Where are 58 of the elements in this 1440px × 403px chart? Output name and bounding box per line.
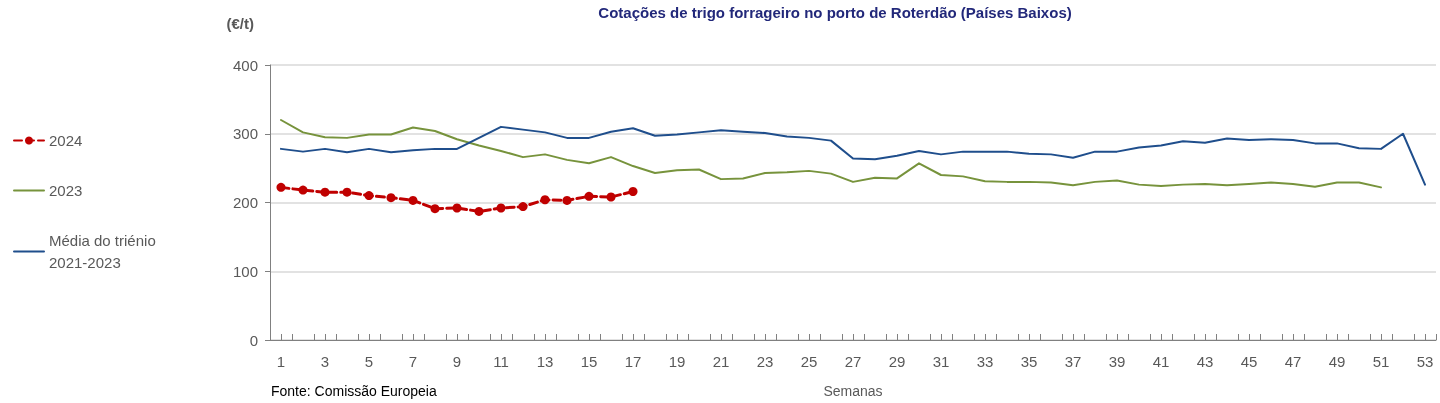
legend-label: Média do triénio 2021-2023 (49, 232, 160, 271)
x-tick-label: 1 (276, 353, 286, 370)
x-tick-label: 29 (888, 353, 906, 370)
x-tick-label: 15 (580, 353, 598, 370)
point (496, 203, 506, 213)
point (298, 185, 308, 195)
x-tick-label: 3 (320, 353, 330, 370)
x-tick-label: 25 (800, 353, 818, 370)
x-tick-label: 39 (1108, 353, 1126, 370)
point (408, 195, 418, 205)
point (386, 193, 396, 203)
x-tick-label: 13 (536, 353, 554, 370)
x-tick-label: 21 (712, 353, 730, 370)
source-note: Fonte: Comissão Europeia (271, 383, 437, 399)
y-tick-label: 300 (232, 125, 258, 143)
x-tick-label: 19 (668, 353, 686, 370)
line-series (280, 125, 1426, 186)
point (606, 192, 616, 202)
point (562, 195, 572, 205)
x-tick-label: 5 (364, 353, 374, 370)
x-tick-label: 31 (932, 353, 950, 370)
y-axis-title: (€/t) (226, 15, 254, 32)
x-tick-label: 47 (1284, 353, 1302, 370)
point (584, 191, 594, 201)
line-series (280, 119, 1382, 189)
x-tick-label: 11 (493, 353, 509, 370)
y-tick-label: 0 (249, 331, 258, 349)
x-tick-label: 17 (624, 353, 642, 370)
x-tick-label: 27 (844, 353, 862, 370)
x-tick-label: 41 (1152, 353, 1170, 370)
legend-label: 2024 (49, 132, 83, 149)
x-tick-label: 35 (1020, 353, 1038, 370)
point (628, 187, 638, 196)
x-tick-label: 53 (1416, 353, 1434, 370)
chart-title: Cotações de trigo forrageiro no porto de Roterdão (Países Baixos) (598, 4, 1072, 21)
point (452, 203, 462, 213)
y-tick-label: 100 (232, 262, 258, 280)
legend-label: 2023 (49, 182, 83, 199)
point (518, 202, 528, 212)
y-tick-label: 200 (232, 194, 258, 211)
x-tick-label: 9 (452, 353, 462, 370)
point (342, 187, 352, 197)
point (276, 182, 286, 192)
x-tick-label: 23 (756, 353, 774, 370)
point (430, 204, 440, 214)
x-tick-label: 37 (1064, 353, 1082, 370)
point (320, 187, 330, 197)
x-axis-title: Semanas (823, 383, 883, 399)
x-tick-label: 43 (1196, 353, 1214, 370)
point (474, 206, 484, 216)
x-tick-label: 49 (1328, 353, 1346, 370)
x-tick-label: 45 (1240, 353, 1258, 370)
point (364, 191, 374, 201)
x-tick-label: 51 (1372, 353, 1390, 370)
y-tick-label: 400 (232, 56, 258, 74)
x-tick-label: 33 (976, 353, 994, 370)
x-tick-label: 7 (408, 353, 418, 370)
point (540, 195, 550, 205)
